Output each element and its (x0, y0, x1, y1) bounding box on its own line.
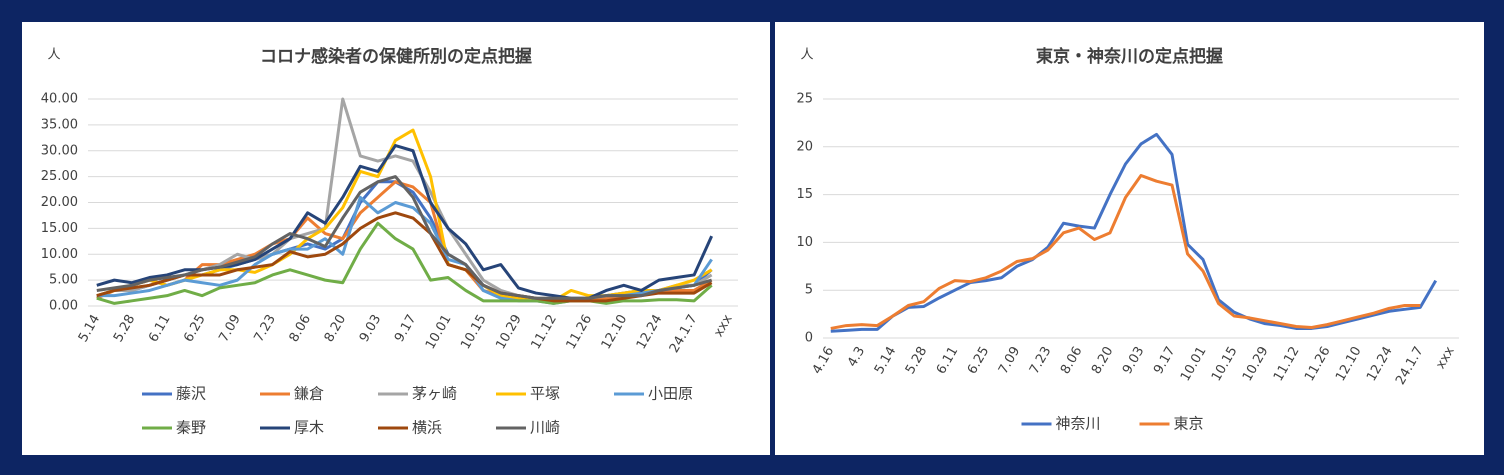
x-tick-label: 7.09 (216, 312, 243, 345)
x-tick-label: 12.10 (599, 312, 631, 352)
y-tick-label: 25.00 (41, 169, 78, 184)
line-series (96, 180, 713, 303)
x-tick-label: 11.12 (1271, 344, 1303, 384)
x-tick-label: 9.17 (1151, 344, 1178, 377)
y-tick-label: 25 (796, 92, 813, 107)
y-tick-label: 30.00 (41, 143, 78, 158)
legend-label: 厚木 (294, 419, 324, 437)
line-series (96, 180, 713, 303)
legend-label: 藤沢 (176, 385, 206, 403)
x-tick-label: 9.17 (392, 312, 419, 345)
y-tick-label: 5.00 (49, 273, 78, 288)
line-series (830, 173, 1421, 330)
x-tick-label: xxx (1433, 344, 1458, 372)
x-tick-label: 24.1.7 (667, 312, 701, 355)
chart-title: 東京・神奈川の定点把握 (1036, 46, 1223, 67)
x-tick-label: 6.25 (965, 344, 992, 377)
x-tick-label: 4.16 (810, 344, 837, 377)
x-tick-label: 10.01 (423, 312, 455, 352)
y-tick-label: 15 (796, 187, 813, 202)
y-axis-label: 人 (800, 48, 813, 63)
x-tick-label: 12.24 (634, 312, 666, 352)
chart-title: コロナ感染者の保健所別の定点把握 (260, 46, 532, 67)
x-tick-label: 6.11 (146, 312, 173, 345)
x-tick-label: 8.20 (1089, 344, 1116, 377)
legend-label: 秦野 (176, 419, 206, 437)
x-tick-label: 8.20 (322, 312, 349, 345)
y-tick-label: 35.00 (41, 117, 78, 132)
legend-label: 平塚 (530, 385, 560, 403)
x-tick-label: 12.10 (1333, 344, 1365, 384)
x-tick-label: 10.15 (458, 312, 490, 352)
y-tick-label: 40.00 (41, 92, 78, 107)
y-tick-label: 20.00 (41, 195, 78, 210)
x-tick-label: 10.01 (1178, 344, 1210, 384)
legend-label: 横浜 (412, 419, 442, 437)
x-tick-label: 8.06 (1058, 344, 1085, 377)
chart-panel: コロナ感染者の保健所別の定点把握 人 0.00 5.00 10.00 15.00 20.00… (22, 22, 770, 455)
x-tick-label: 8.06 (287, 312, 314, 345)
x-tick-label: 11.12 (528, 312, 560, 352)
x-tick-label: 5.14 (76, 312, 103, 345)
line-series (96, 221, 713, 305)
legend-label: 東京 (1174, 415, 1204, 433)
x-tick-label: 12.24 (1364, 344, 1396, 384)
x-tick-label: 6.11 (934, 344, 961, 377)
x-tick-label: 10.15 (1209, 344, 1241, 384)
legend-label: 小田原 (648, 385, 693, 403)
x-tick-label: 7.23 (251, 312, 278, 345)
legend-label: 鎌倉 (294, 385, 324, 403)
x-tick-label: 11.26 (564, 312, 596, 352)
x-tick-label: 10.29 (1240, 344, 1272, 384)
x-tick-label: 5.28 (903, 344, 930, 377)
x-tick-label: 4.3 (845, 344, 868, 369)
legend-label: 茅ヶ崎 (412, 385, 457, 403)
y-tick-label: 20 (796, 139, 813, 154)
legend-label: 神奈川 (1056, 415, 1101, 433)
x-tick-label: 24.1.7 (1393, 344, 1427, 387)
y-tick-label: 0.00 (49, 299, 78, 314)
line-series (96, 211, 713, 303)
x-tick-label: 5.14 (872, 344, 899, 377)
x-tick-label: 7.09 (996, 344, 1023, 377)
x-tick-label: 7.23 (1027, 344, 1054, 377)
y-tick-label: 0 (805, 331, 813, 346)
x-tick-label: xxx (711, 312, 736, 340)
x-tick-label: 10.29 (493, 312, 525, 352)
x-tick-label: 11.26 (1302, 344, 1334, 384)
legend-label: 川崎 (530, 419, 560, 437)
y-tick-label: 15.00 (41, 221, 78, 236)
x-tick-label: 5.28 (111, 312, 138, 345)
y-tick-label: 5 (805, 283, 813, 298)
x-tick-label: 6.25 (181, 312, 208, 345)
y-tick-label: 10.00 (41, 247, 78, 262)
y-axis-label: 人 (47, 48, 60, 63)
line-series (830, 132, 1438, 333)
x-tick-label: 9.03 (1120, 344, 1147, 377)
x-tick-label: 9.03 (357, 312, 384, 345)
line-series (96, 175, 713, 300)
y-tick-label: 10 (796, 235, 813, 250)
chart-panel: 東京・神奈川の定点把握 人 0 5 10 15 20 25 4.16 4.3 5.14 5.28 6.1… (775, 22, 1484, 455)
